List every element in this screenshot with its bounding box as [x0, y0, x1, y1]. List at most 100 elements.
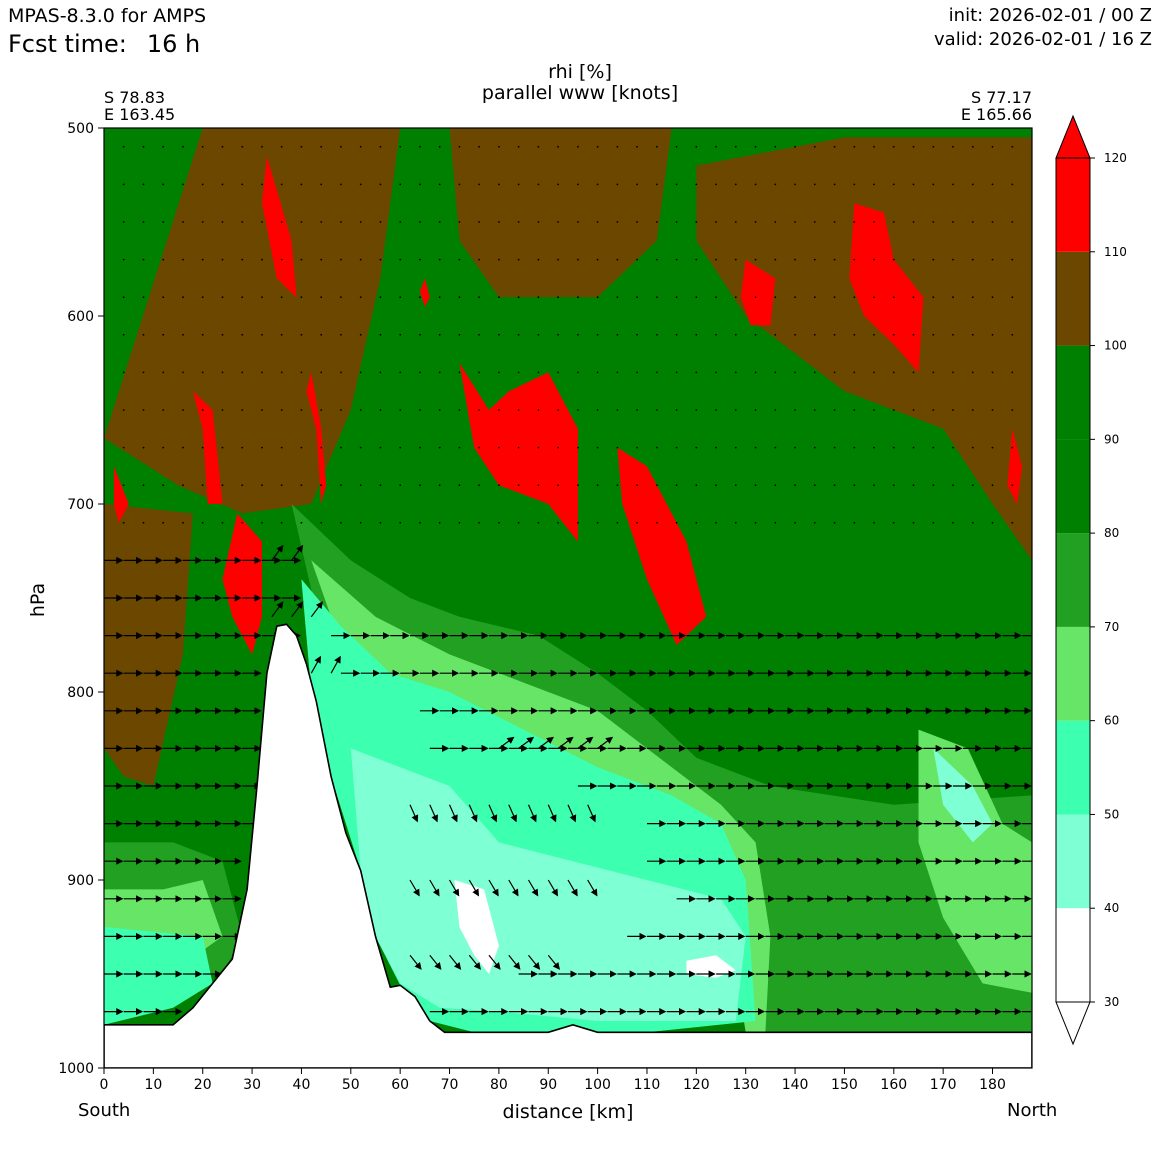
x-axis-label: distance [km] — [503, 1101, 634, 1123]
colorbar-band-30 — [1056, 908, 1090, 1002]
wind-vector-637 — [399, 296, 402, 299]
wind-vector-703 — [794, 333, 796, 336]
wind-vector-718 — [182, 371, 184, 374]
wind-vector-720 — [221, 371, 224, 374]
wind-vector-775 — [399, 409, 402, 411]
wind-vector-871 — [478, 484, 480, 487]
wind-vector-898 — [1011, 484, 1014, 487]
wind-vector-756 — [932, 371, 935, 374]
wind-vector-939 — [912, 521, 915, 524]
wind-vector-721 — [241, 371, 244, 374]
wind-vector-484 — [1011, 145, 1014, 148]
wind-vector-596 — [498, 258, 500, 261]
wind-vector-808 — [142, 446, 145, 449]
wind-vector-694 — [616, 333, 619, 336]
colorbar-band-40 — [1056, 814, 1090, 909]
wind-vector-491 — [241, 183, 244, 186]
wind-vector-615 — [873, 258, 875, 261]
wind-vector-436 — [557, 736, 574, 749]
wind-vector-577 — [122, 258, 125, 261]
wind-vector-560 — [695, 221, 698, 223]
wind-vector-903 — [201, 521, 204, 524]
wind-vector-601 — [596, 258, 599, 261]
wind-vector-806 — [1011, 409, 1014, 411]
forecast-time-label: Fcst time: — [8, 30, 127, 58]
wind-vector-489 — [201, 183, 204, 186]
wind-vector-475 — [833, 145, 836, 148]
colorbar-label-70: 70 — [1104, 620, 1119, 634]
colorbar-band-110 — [1056, 158, 1090, 252]
wind-vector-641 — [478, 296, 480, 299]
wind-vector-787 — [636, 409, 638, 411]
wind-vector-755 — [912, 371, 915, 374]
wind-vector-638 — [419, 296, 421, 299]
rhi-region-13 — [311, 560, 771, 1033]
wind-vector-526 — [932, 183, 935, 186]
wind-vector-832 — [616, 446, 619, 449]
wind-vector-726 — [340, 371, 342, 374]
wind-vector-793 — [754, 409, 757, 411]
wind-vector-600 — [577, 258, 579, 261]
wind-vector-500 — [419, 183, 421, 186]
wind-vector-907 — [280, 521, 283, 524]
wind-vector-425 — [409, 954, 422, 970]
wind-vector-745 — [715, 371, 717, 374]
x-tick-label-130: 130 — [732, 1077, 759, 1093]
wind-vector-497 — [359, 183, 362, 186]
wind-vector-724 — [300, 371, 303, 374]
wind-vector-586 — [300, 258, 303, 261]
wind-vector-838 — [734, 446, 737, 449]
wind-vector-768 — [261, 409, 263, 411]
wind-vector-403 — [310, 655, 321, 674]
y-axis-ticks: 500 600 700 800 900 1000 — [58, 121, 104, 1077]
x-tick-label-10: 10 — [144, 1077, 162, 1093]
x-tick-label-170: 170 — [930, 1077, 957, 1093]
colorbar-label-60: 60 — [1104, 714, 1119, 728]
wind-vector-791 — [715, 409, 717, 411]
wind-vector-920 — [537, 521, 540, 524]
wind-vector-899 — [122, 521, 125, 524]
wind-vector-503 — [478, 183, 480, 186]
wind-vector-795 — [794, 409, 796, 411]
wind-vector-744 — [695, 371, 698, 374]
wind-vector-802 — [932, 409, 935, 411]
wind-vector-529 — [991, 183, 994, 186]
wind-vector-467 — [675, 145, 678, 148]
wind-vector-442 — [182, 145, 184, 148]
wind-vector-736 — [537, 371, 540, 374]
wind-vector-522 — [853, 183, 856, 186]
wind-vector-553 — [557, 221, 559, 223]
wind-vector-935 — [833, 521, 836, 524]
wind-vector-723 — [280, 371, 283, 374]
wind-vector-592 — [419, 258, 421, 261]
wind-vector-454 — [419, 145, 421, 148]
wind-vector-788 — [656, 409, 658, 411]
wind-vector-468 — [695, 145, 698, 148]
rhi-region-17 — [350, 748, 746, 1021]
wind-vector-821 — [399, 446, 402, 449]
rhi-region-25 — [222, 513, 262, 655]
wind-vector-783 — [557, 409, 559, 411]
wind-vector-424 — [587, 879, 598, 897]
x-tick-label-70: 70 — [441, 1077, 459, 1093]
wind-vector-922 — [577, 521, 579, 524]
wind-vector-479 — [912, 145, 915, 148]
rhi-region-24 — [113, 466, 129, 523]
wind-vector-807 — [122, 446, 125, 449]
wind-vector-824 — [458, 446, 461, 449]
wind-vector-482 — [971, 145, 974, 148]
wind-vector-505 — [517, 183, 520, 186]
wind-vector-649 — [636, 296, 638, 299]
wind-vector-598 — [537, 258, 540, 261]
wind-vector-664 — [932, 296, 935, 299]
wind-vector-624 — [142, 296, 145, 299]
wind-vector-495 — [320, 183, 323, 186]
wind-vector-933 — [794, 521, 796, 524]
x-tick-label-20: 20 — [194, 1077, 212, 1093]
wind-vector-629 — [241, 296, 244, 299]
wind-vector-683 — [399, 333, 402, 336]
wind-vector-919 — [517, 521, 520, 524]
wind-vector-749 — [794, 371, 796, 374]
wind-vector-634 — [340, 296, 342, 299]
wind-vector-706 — [853, 333, 856, 336]
